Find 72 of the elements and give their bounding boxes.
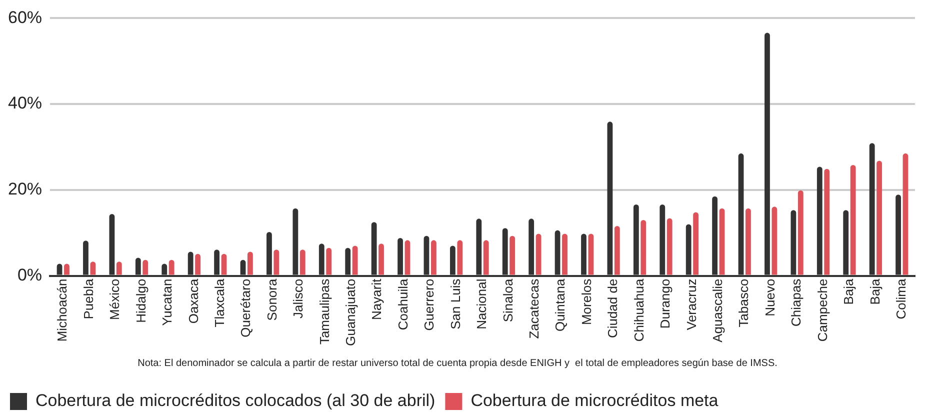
x-tick-label: Aguascalie (710, 278, 725, 342)
x-tick-label: Michoacán (54, 278, 70, 342)
bar (876, 160, 882, 275)
bar (824, 168, 830, 275)
bar (902, 153, 908, 275)
x-tick-label: Jalisco (290, 278, 306, 319)
x-tick-label: Guanajuato (343, 278, 358, 346)
x-tick-label: Hidalgo (133, 278, 148, 323)
x-tick-label: Morelos (578, 278, 594, 326)
bar (772, 206, 778, 275)
x-tick-label: Oaxaca (186, 278, 201, 324)
bar (274, 250, 280, 275)
bar (326, 248, 332, 275)
bar (640, 220, 646, 275)
bar (352, 246, 358, 275)
bar (510, 236, 516, 275)
legend-label: Cobertura de microcréditos meta (470, 391, 719, 410)
x-tick-label: Querétaro (238, 278, 254, 338)
x-tick-label: Baja (841, 278, 856, 305)
x-tick-label: Sonora (264, 278, 280, 321)
y-tick-label: 20% (8, 180, 42, 199)
bar (746, 208, 751, 275)
bar (430, 240, 436, 275)
x-tick-label: Nayarit (369, 278, 384, 320)
bar (90, 262, 96, 275)
bar (614, 226, 620, 275)
bar (378, 244, 384, 275)
x-tick-label: Tabasco (736, 278, 752, 328)
x-tick-label: Campeche (814, 278, 830, 342)
x-tick-label: Sinaloa (500, 278, 516, 322)
x-tick-label: Nacional (474, 278, 490, 330)
x-tick-label: Tamaulipas (316, 278, 332, 345)
bar (248, 252, 253, 275)
bar (588, 234, 594, 275)
bar (168, 260, 174, 275)
x-tick-label: Zacatecas (526, 278, 542, 339)
bar (536, 234, 542, 275)
bar (404, 240, 410, 275)
legend-label: Cobertura de microcréditos colocados (al 30 de abril) (36, 391, 436, 410)
y-tick-label: 60% (8, 8, 42, 27)
x-tick-label: Nuevo (762, 278, 778, 316)
bar (142, 260, 148, 275)
x-tick-label: México (107, 278, 122, 320)
bar (116, 262, 122, 275)
x-tick-label: Ciudad de (605, 278, 620, 338)
text: Nota: El denominador se calcula a partir de restar universo total de cuenta propia desde ENIGH y el total de empleadores según base de IMSS. (138, 358, 778, 369)
x-tick-label: Guerrero (422, 278, 437, 331)
x-tick-label: Baja (867, 278, 882, 305)
x-tick-label: Veracruz (684, 278, 699, 330)
bar (483, 240, 489, 275)
x-tick-label: Chiapas (788, 278, 804, 326)
x-tick-label: Chihuahua (631, 278, 646, 342)
bar (300, 250, 306, 275)
x-tick-label: San Luis (448, 278, 463, 330)
bar (457, 240, 463, 275)
bar (850, 165, 856, 275)
x-tick-label: Quintana (552, 278, 568, 332)
y-tick-label: 0% (17, 265, 42, 284)
bar (719, 208, 725, 275)
bar (666, 218, 672, 275)
bar (562, 234, 568, 275)
bar (798, 190, 804, 275)
bar (195, 254, 200, 275)
x-tick-label: Durango (658, 278, 673, 329)
y-tick-label: 40% (8, 94, 42, 113)
x-tick-label: Tlaxcala (212, 278, 227, 328)
x-tick-label: Yucatan (160, 278, 175, 326)
x-tick-label: Colima (893, 278, 908, 320)
bar (221, 254, 227, 275)
bar (693, 212, 699, 275)
x-tick-label: Coahuila (395, 278, 410, 330)
x-tick-label: Puebla (80, 278, 96, 320)
